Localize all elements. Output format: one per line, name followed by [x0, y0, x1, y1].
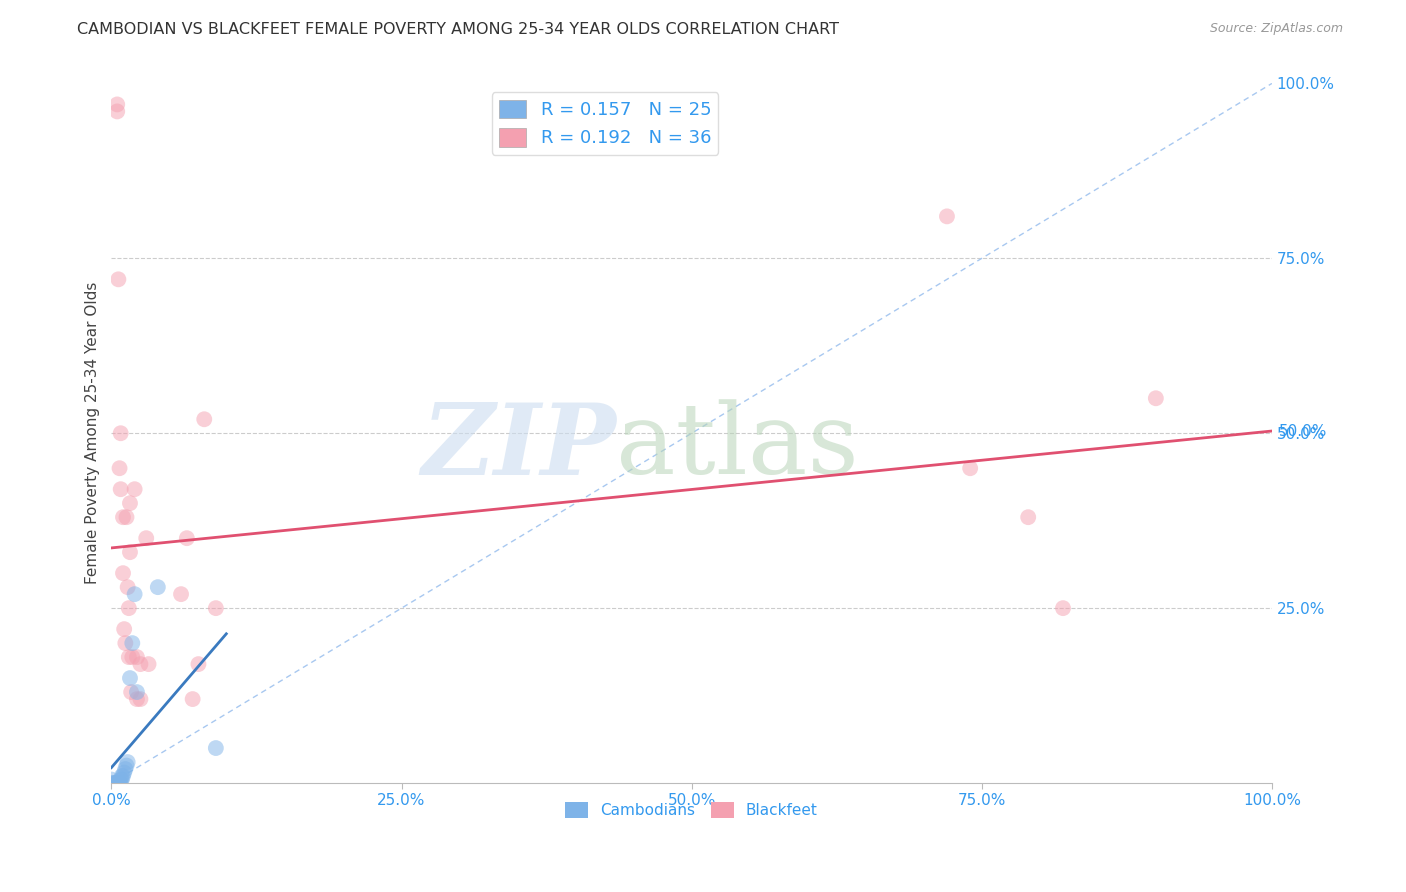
- Point: [118, 601, 141, 615]
- Point: [135, 531, 157, 545]
- Point: [112, 765, 135, 780]
- Point: [138, 657, 160, 672]
- Point: [1052, 601, 1074, 615]
- Text: atlas: atlas: [616, 400, 859, 495]
- Point: [115, 758, 138, 772]
- Point: [117, 580, 139, 594]
- Point: [115, 510, 138, 524]
- Point: [1144, 391, 1167, 405]
- Point: [100, 772, 122, 787]
- Point: [104, 776, 127, 790]
- Point: [107, 776, 129, 790]
- Point: [111, 772, 134, 787]
- Text: 50.0%: 50.0%: [1279, 424, 1327, 439]
- Point: [110, 776, 132, 790]
- Text: ZIP: ZIP: [422, 399, 616, 495]
- Point: [111, 769, 134, 783]
- Legend: Cambodians, Blackfeet: Cambodians, Blackfeet: [560, 797, 824, 824]
- Point: [100, 776, 122, 790]
- Point: [124, 482, 146, 496]
- Point: [118, 545, 141, 559]
- Point: [124, 587, 146, 601]
- Point: [1017, 510, 1039, 524]
- Point: [118, 671, 141, 685]
- Point: [176, 531, 198, 545]
- Point: [105, 776, 128, 790]
- Text: Source: ZipAtlas.com: Source: ZipAtlas.com: [1209, 22, 1343, 36]
- Point: [108, 776, 131, 790]
- Point: [114, 762, 136, 776]
- Point: [125, 692, 148, 706]
- Point: [205, 601, 228, 615]
- Point: [121, 650, 143, 665]
- Point: [118, 650, 141, 665]
- Point: [105, 104, 128, 119]
- Point: [111, 510, 134, 524]
- Point: [170, 587, 193, 601]
- Point: [121, 636, 143, 650]
- Point: [110, 772, 132, 787]
- Point: [107, 776, 129, 790]
- Point: [187, 657, 209, 672]
- Point: [193, 412, 215, 426]
- Y-axis label: Female Poverty Among 25-34 Year Olds: Female Poverty Among 25-34 Year Olds: [86, 282, 100, 584]
- Point: [146, 580, 169, 594]
- Point: [103, 776, 125, 790]
- Point: [205, 741, 228, 756]
- Point: [105, 776, 128, 790]
- Point: [181, 692, 204, 706]
- Point: [118, 496, 141, 510]
- Point: [959, 461, 981, 475]
- Point: [936, 210, 959, 224]
- Point: [114, 636, 136, 650]
- Point: [108, 461, 131, 475]
- Point: [105, 776, 128, 790]
- Point: [111, 769, 134, 783]
- Point: [105, 97, 128, 112]
- Point: [110, 482, 132, 496]
- Point: [129, 657, 152, 672]
- Text: CAMBODIAN VS BLACKFEET FEMALE POVERTY AMONG 25-34 YEAR OLDS CORRELATION CHART: CAMBODIAN VS BLACKFEET FEMALE POVERTY AM…: [77, 22, 839, 37]
- Point: [110, 426, 132, 441]
- Point: [125, 685, 148, 699]
- Point: [107, 272, 129, 286]
- Point: [111, 566, 134, 581]
- Point: [120, 685, 142, 699]
- Point: [129, 692, 152, 706]
- Point: [112, 622, 135, 636]
- Point: [117, 755, 139, 769]
- Point: [125, 650, 148, 665]
